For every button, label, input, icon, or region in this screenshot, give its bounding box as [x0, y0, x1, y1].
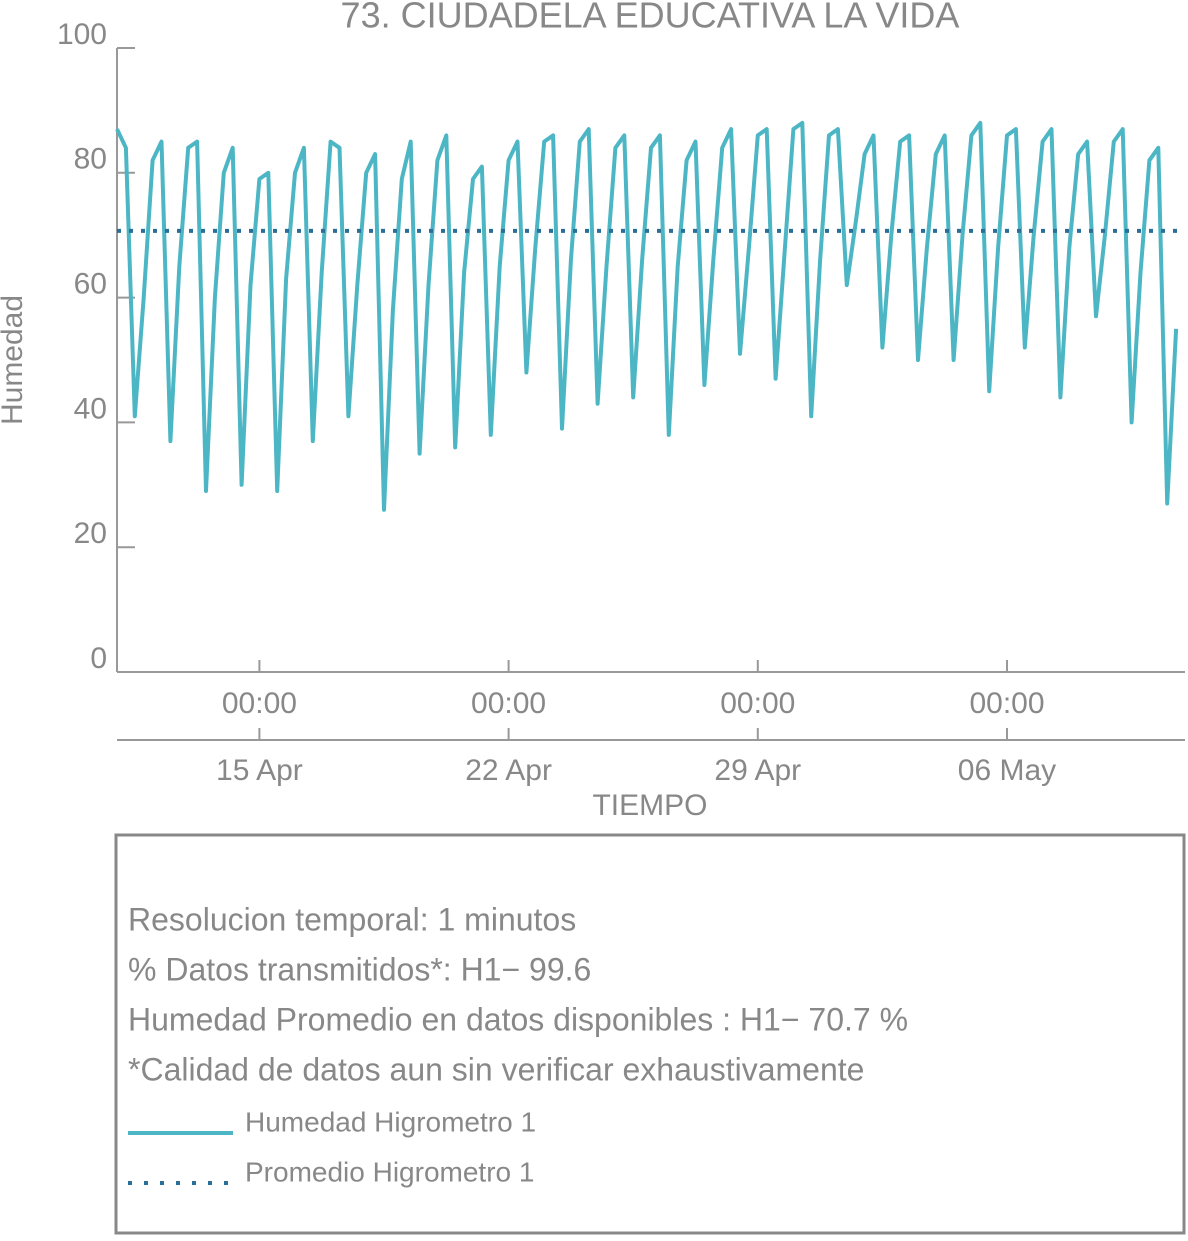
y-tick-label: 100	[57, 18, 107, 51]
data-line	[115, 120, 1179, 512]
x-axis-label: TIEMPO	[592, 789, 707, 822]
x-tick-label: 00:00	[720, 687, 795, 720]
legend-label: Promedio Higrometro 1	[245, 1156, 534, 1187]
note: Humedad Promedio en datos disponibles : …	[128, 1001, 908, 1037]
note: Resolucion temporal: 1 minutos	[128, 901, 576, 937]
note: *Calidad de datos aun sin verificar exha…	[128, 1051, 864, 1087]
y-tick-label: 20	[74, 517, 107, 550]
y-tick-label: 0	[90, 642, 107, 675]
x-date-label: 22 Apr	[465, 754, 552, 787]
y-axis-label: Humedad	[0, 295, 29, 425]
legend-box	[114, 833, 1186, 1235]
note: % Datos transmitidos*: H1− 99.6	[128, 951, 591, 987]
chart-title: 73. CIUDADELA EDUCATIVA LA VIDA	[341, 0, 960, 36]
legend-label: Humedad Higrometro 1	[245, 1106, 536, 1137]
y-tick-label: 40	[74, 392, 107, 425]
x-tick-label: 00:00	[969, 687, 1044, 720]
x-tick-label: 00:00	[222, 687, 297, 720]
x-tick-label: 00:00	[471, 687, 546, 720]
x-date-label: 06 May	[958, 754, 1056, 787]
y-tick-label: 60	[74, 268, 107, 301]
x-date-label: 15 Apr	[216, 754, 303, 787]
y-tick-label: 80	[74, 143, 107, 176]
x-date-label: 29 Apr	[714, 754, 801, 787]
